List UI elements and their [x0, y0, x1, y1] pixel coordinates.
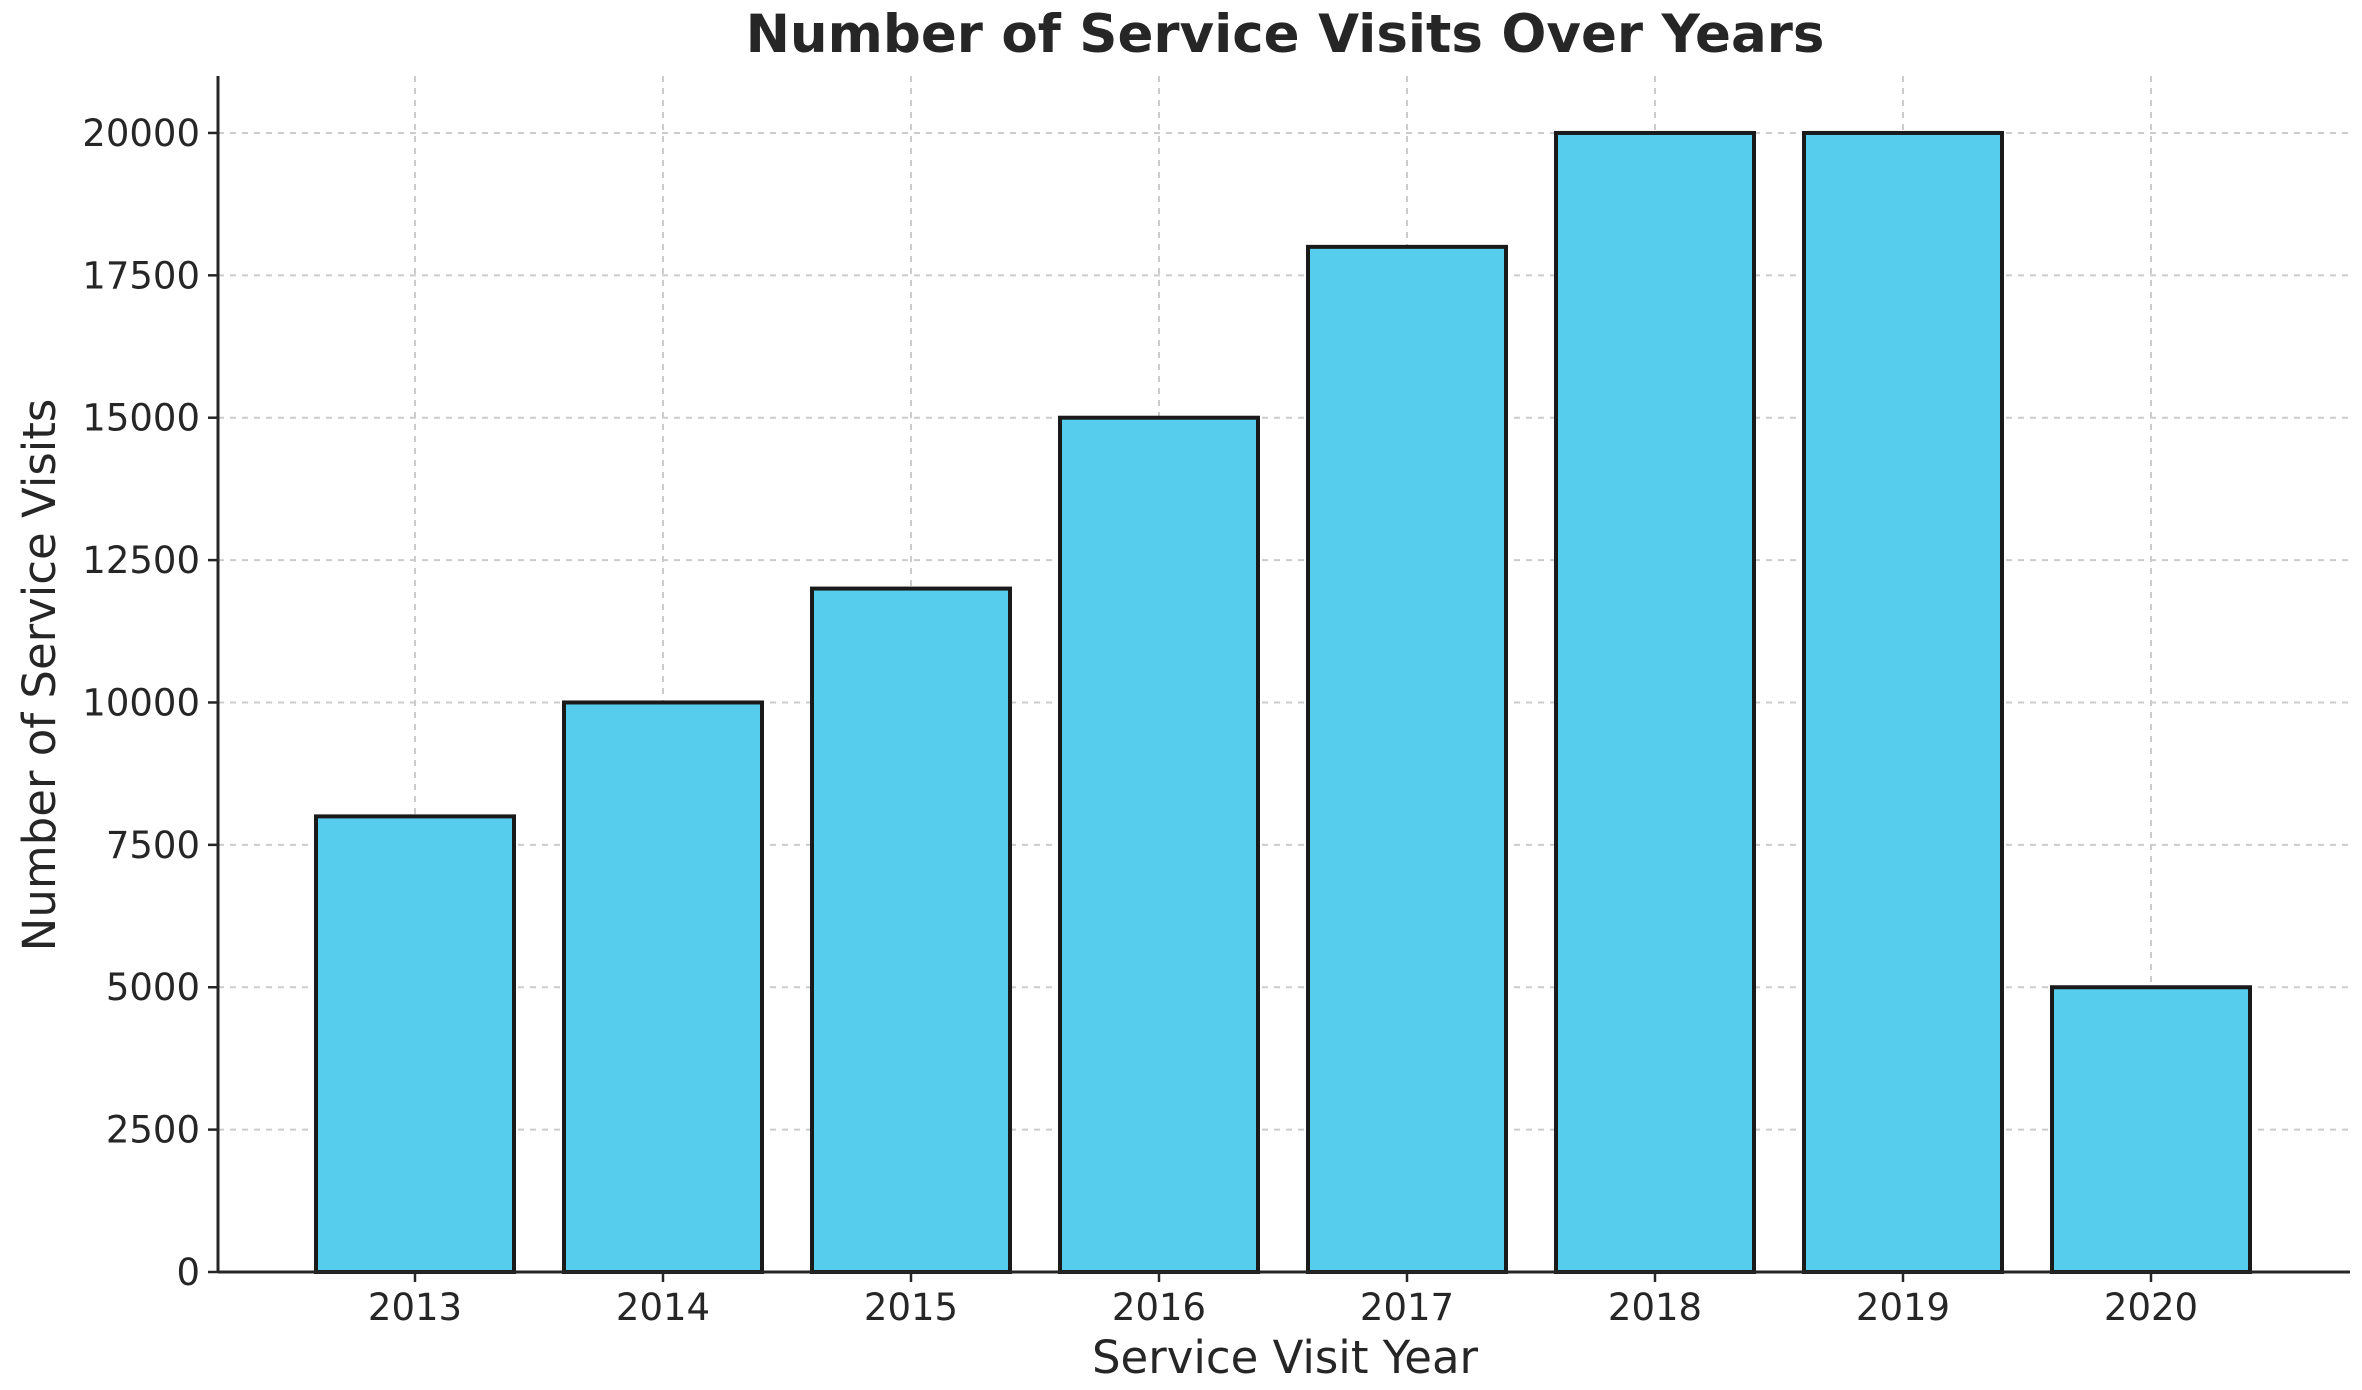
- bar-2016: [1058, 415, 1260, 1274]
- x-tick-label: 2016: [1112, 1286, 1206, 1329]
- y-axis-label: Number of Service Visits: [13, 399, 66, 952]
- bars-layer: [314, 130, 2252, 1275]
- y-tick-label: 7500: [106, 824, 200, 867]
- y-tick-label: 20000: [82, 112, 200, 155]
- y-tick-label: 17500: [82, 254, 200, 297]
- bar-2017: [1306, 244, 1508, 1274]
- bar-2014: [562, 700, 764, 1274]
- x-tick-label: 2013: [368, 1286, 462, 1329]
- axes-layer: [216, 76, 2350, 1274]
- x-tick-label: 2019: [1856, 1286, 1950, 1329]
- x-tick-label: 2017: [1360, 1286, 1454, 1329]
- x-tick-label: 2020: [2104, 1286, 2198, 1329]
- y-tick-label: 10000: [82, 681, 200, 724]
- y-tick-label: 0: [176, 1251, 200, 1294]
- chart-title: Number of Service Visits Over Years: [746, 4, 1825, 65]
- x-axis-label: Service Visit Year: [1092, 1331, 1479, 1384]
- y-tick-label: 12500: [82, 539, 200, 582]
- y-tick-label: 5000: [106, 966, 200, 1009]
- bar-2013: [314, 814, 516, 1275]
- x-tick-label: 2015: [864, 1286, 958, 1329]
- grid-layer: [218, 76, 2350, 1272]
- y-tick-label: 15000: [82, 397, 200, 440]
- y-tick-label: 2500: [106, 1109, 200, 1152]
- bar-2019: [1802, 130, 2004, 1274]
- bar-2020: [2050, 985, 2252, 1274]
- bar-2018: [1554, 130, 1756, 1274]
- x-tick-label: 2018: [1608, 1286, 1702, 1329]
- ticks-layer: 0 2500 5000 7500 10000 12500 15000 17500 20000 20…: [82, 112, 2198, 1329]
- bar-2015: [810, 586, 1012, 1274]
- x-tick-label: 2014: [616, 1286, 710, 1329]
